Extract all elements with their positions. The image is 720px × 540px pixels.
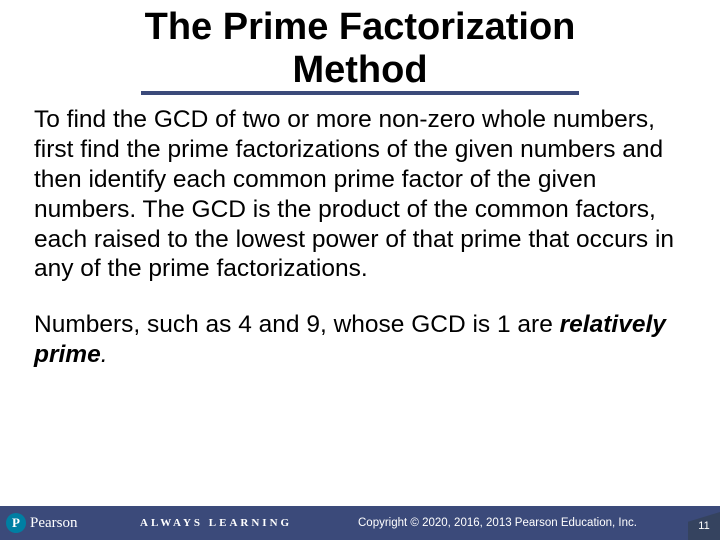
publisher-logo: P Pearson	[0, 513, 140, 533]
tagline: ALWAYS LEARNING	[140, 517, 350, 529]
paragraph-2-lead: Numbers, such as 4 and 9, whose GCD is 1…	[34, 311, 560, 338]
slide-body: To find the GCD of two or more non-zero …	[0, 95, 720, 506]
paragraph-1: To find the GCD of two or more non-zero …	[34, 105, 686, 284]
paragraph-2-tail: .	[101, 341, 108, 368]
slide-title: The Prime Factorization Method	[141, 6, 580, 95]
copyright: Copyright © 2020, 2016, 2013 Pearson Edu…	[350, 517, 720, 529]
paragraph-2: Numbers, such as 4 and 9, whose GCD is 1…	[34, 310, 686, 370]
publisher-name: Pearson	[30, 515, 78, 532]
footer: P Pearson ALWAYS LEARNING Copyright © 20…	[0, 506, 720, 540]
title-line-2: Method	[292, 49, 427, 91]
slide: The Prime Factorization Method To find t…	[0, 0, 720, 540]
title-line-1: The Prime Factorization	[145, 6, 576, 48]
pearson-badge-icon: P	[6, 513, 26, 533]
title-block: The Prime Factorization Method	[0, 0, 720, 95]
